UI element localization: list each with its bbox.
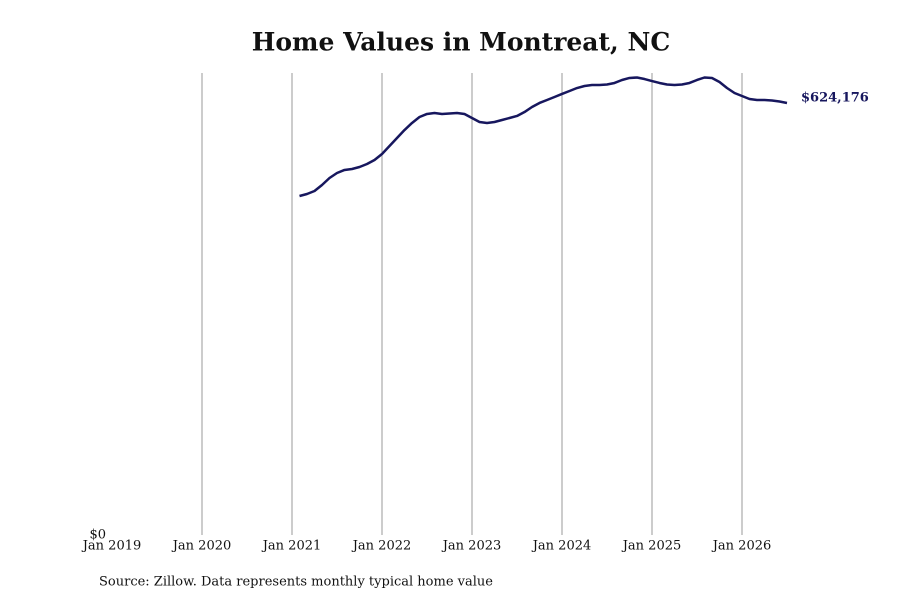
x-tick-label: Jan 2022 (351, 539, 412, 554)
x-tick-label: Jan 2023 (441, 539, 502, 554)
chart-title: Home Values in Montreat, NC (252, 28, 670, 57)
source-note: Source: Zillow. Data represents monthly … (99, 575, 493, 590)
x-tick-label: Jan 2020 (171, 539, 232, 554)
x-tick-label: Jan 2024 (531, 539, 592, 554)
line (299, 76, 788, 198)
x-tick-label: Jan 2021 (261, 539, 322, 554)
x-tick-label: Jan 2019 (81, 539, 142, 554)
value-label: $624,176 (801, 90, 869, 105)
x-tick-label: Jan 2026 (711, 539, 772, 554)
x-tick-label: Jan 2025 (621, 539, 682, 554)
y-tick-label: $0 (89, 528, 106, 543)
